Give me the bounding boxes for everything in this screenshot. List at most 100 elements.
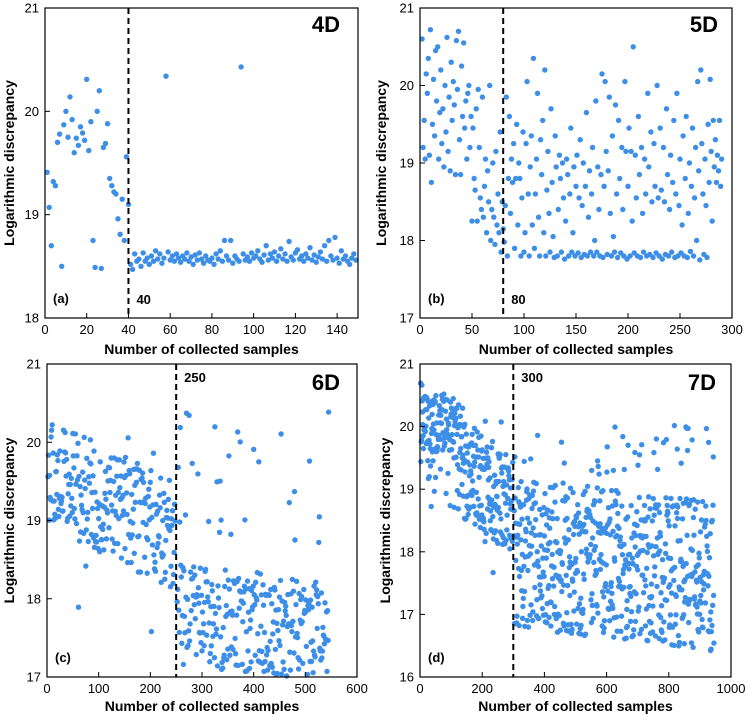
data-point [267,638,273,644]
data-point [663,597,670,604]
data-point [674,515,681,522]
data-point [291,488,298,495]
data-point [120,508,127,514]
data-point [559,160,566,166]
data-point [353,257,359,263]
data-point [647,506,653,512]
data-point [632,449,638,456]
data-point [494,493,500,500]
data-point [108,502,115,508]
data-point [470,125,476,131]
data-point [531,245,538,251]
panel-c-6d: 250 0 100 200 300 400 500 600 17 18 19 20 21 6D (c) Num… [1,357,368,715]
data-point [519,615,526,621]
data-point [619,552,626,558]
data-point [267,251,274,257]
data-point [94,108,100,115]
data-point [519,516,525,522]
data-point [710,454,716,460]
data-point [678,558,685,565]
data-point [453,454,459,460]
data-point [428,179,435,186]
y-axis-title: Logarithmic discrepancy [373,80,389,246]
data-point [261,252,267,258]
data-point [422,428,428,435]
data-point [294,634,301,641]
data-point [505,468,512,474]
data-point [254,597,260,603]
data-point [714,152,721,158]
panel-title: 6D [312,370,340,395]
data-point [349,255,355,261]
data-point [675,504,681,510]
data-point [684,532,690,538]
y-tick-label: 20 [400,419,414,434]
data-point [314,625,320,632]
data-point [251,446,257,453]
data-point [471,463,477,469]
data-point [235,429,241,435]
data-point [508,156,515,162]
data-point [496,478,502,485]
data-point [709,622,715,629]
data-point [124,511,130,518]
y-tick-label: 20 [27,435,41,450]
data-point [671,422,678,429]
data-point [420,433,426,439]
threshold-label: 300 [521,370,543,385]
data-point [128,559,134,566]
data-point [430,76,437,83]
data-point [306,458,313,464]
data-point [351,251,357,257]
data-point [595,463,601,470]
y-tick-label: 18 [400,544,414,559]
data-point [125,435,131,441]
data-point [550,233,556,240]
data-point [576,195,582,201]
data-point [452,410,458,416]
data-point [518,537,524,543]
data-point [568,621,574,627]
data-point [134,460,141,467]
data-point [144,570,150,576]
data-point [325,637,331,644]
data-point [217,248,223,254]
data-point [233,612,240,618]
data-point [679,516,686,522]
data-point [688,640,695,646]
data-point [702,156,708,162]
data-point [632,544,638,550]
data-point [71,150,77,156]
data-point [465,511,471,518]
data-point [504,512,510,518]
data-point [202,566,209,573]
data-point [632,152,638,158]
data-point [155,540,161,547]
data-point [65,491,71,497]
data-point [132,499,138,505]
data-point [260,582,266,588]
data-point [496,230,502,236]
data-point [521,588,528,595]
data-point [113,191,119,197]
data-point [469,431,475,437]
data-point [283,612,289,618]
data-point [488,237,494,244]
data-point [300,660,306,666]
data-point [169,522,175,529]
data-point [571,589,577,595]
data-point [222,567,228,573]
data-point [527,164,533,170]
data-point [627,583,633,590]
data-point [116,457,123,463]
data-point [275,606,282,613]
data-point [132,251,138,257]
data-point [182,512,189,518]
data-point [215,595,222,601]
data-point [650,603,656,609]
data-point [492,241,498,248]
data-point [560,195,567,201]
data-point [609,590,615,596]
data-point [691,594,698,600]
data-point [707,76,713,83]
